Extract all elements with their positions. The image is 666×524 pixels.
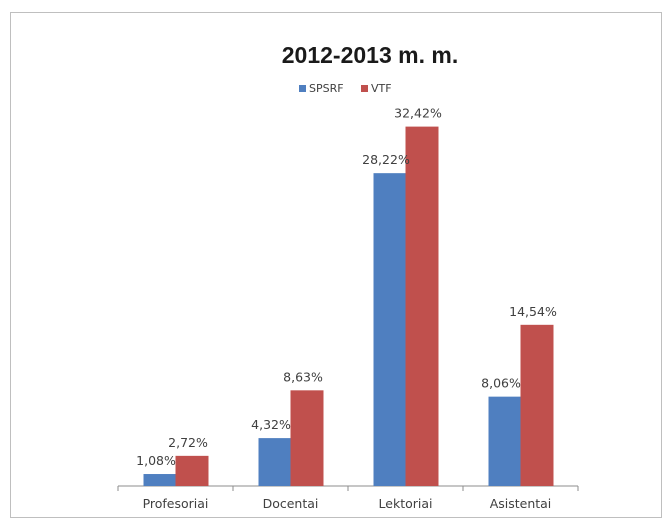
data-label-vtf-lektoriai: 32,42% (394, 106, 442, 121)
x-tick-label-docentai: Docentai (263, 496, 319, 511)
x-tick-label-asistentai: Asistentai (490, 496, 552, 511)
bar-spsrf-asistentai (488, 396, 522, 486)
data-label-vtf-docentai: 8,63% (283, 369, 323, 384)
data-label-spsrf-lektoriai: 28,22% (362, 152, 410, 167)
legend-swatch-spsrf (299, 85, 306, 92)
data-label-vtf-asistentai: 14,54% (509, 304, 557, 319)
bar-spsrf-docentai (258, 438, 292, 486)
legend-swatch-vtf (361, 85, 368, 92)
bar-vtf-profesoriai (175, 455, 209, 486)
data-label-spsrf-docentai: 4,32% (251, 417, 291, 432)
legend-label-spsrf: SPSRF (309, 82, 344, 95)
data-label-spsrf-profesoriai: 1,08% (136, 453, 176, 468)
chart-title: 2012-2013 m. m. (282, 42, 458, 68)
bar-vtf-asistentai (520, 324, 554, 486)
data-label-spsrf-asistentai: 8,06% (481, 376, 521, 391)
plot-area: 1,08% 4,32% 28,22% 8,06% 2,72% 8,63% 32,42% 14,… (117, 106, 579, 511)
bar-spsrf-profesoriai (143, 474, 177, 486)
legend: SPSRF VTF (299, 82, 392, 95)
data-label-vtf-profesoriai: 2,72% (168, 435, 208, 450)
bar-vtf-docentai (290, 390, 324, 486)
legend-label-vtf: VTF (371, 82, 392, 95)
x-tick-label-lektoriai: Lektoriai (379, 496, 433, 511)
bar-vtf-lektoriai (405, 126, 439, 487)
x-tick-label-profesoriai: Profesoriai (143, 496, 209, 511)
bar-spsrf-lektoriai (373, 173, 407, 487)
